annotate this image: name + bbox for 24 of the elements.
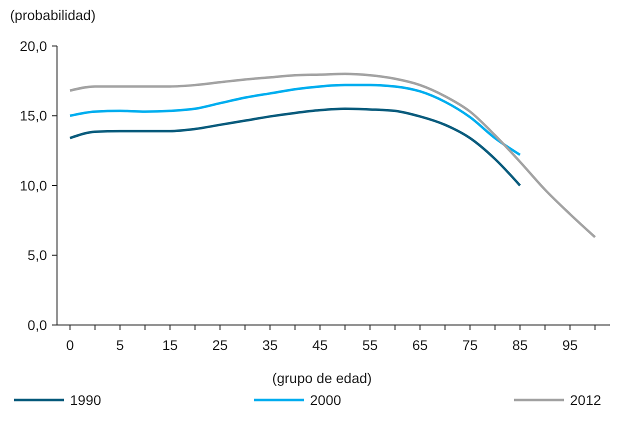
y-tick-label: 0,0 bbox=[28, 316, 48, 333]
x-tick-label: 0 bbox=[66, 337, 74, 353]
legend-label: 1990 bbox=[70, 392, 102, 408]
y-tick-label: 5,0 bbox=[28, 247, 48, 264]
legend-label: 2012 bbox=[570, 392, 602, 408]
legend-label: 2000 bbox=[310, 392, 342, 408]
y-tick-label: 15,0 bbox=[20, 108, 48, 124]
x-tick-label: 65 bbox=[412, 337, 428, 353]
x-axis-title: (grupo de edad) bbox=[272, 370, 372, 386]
line-series bbox=[68, 108, 522, 187]
y-axis-title: (probabilidad) bbox=[10, 7, 96, 23]
line-series bbox=[68, 84, 522, 156]
x-tick-label: 35 bbox=[262, 337, 278, 353]
x-tick-label: 45 bbox=[312, 337, 328, 353]
x-tick-label: 5 bbox=[116, 337, 124, 353]
x-tick-label: 85 bbox=[512, 337, 528, 353]
x-tick-label: 15 bbox=[162, 337, 178, 353]
line-series bbox=[68, 72, 596, 238]
x-tick-label: 95 bbox=[562, 337, 578, 353]
x-tick-label: 55 bbox=[362, 337, 378, 353]
x-tick-label: 25 bbox=[212, 337, 228, 353]
x-tick-label: 75 bbox=[462, 337, 478, 353]
y-tick-label: 10,0 bbox=[20, 177, 48, 194]
y-tick-label: 20,0 bbox=[20, 38, 48, 54]
